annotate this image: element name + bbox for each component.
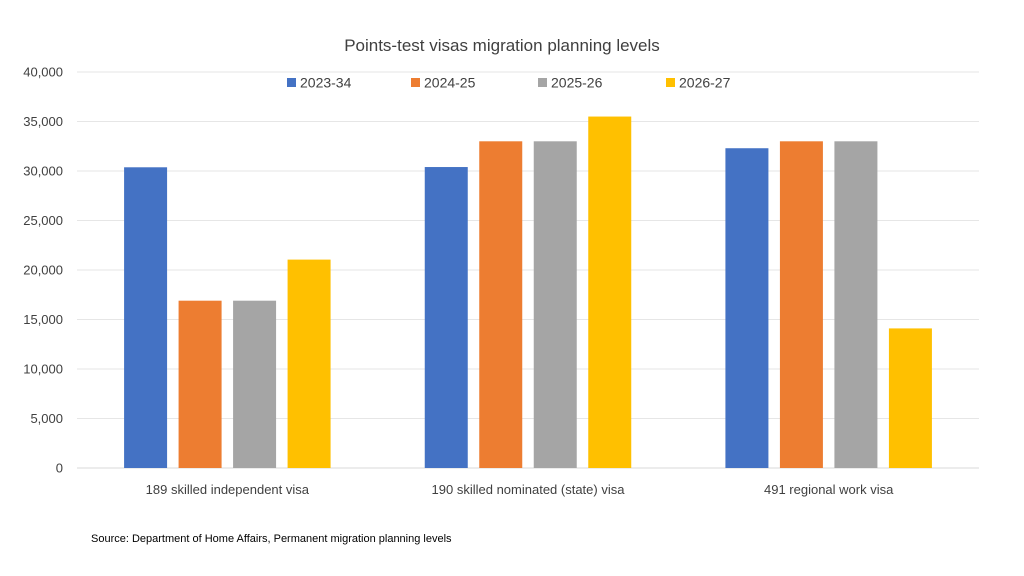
source-note: Source: Department of Home Affairs, Perm… [91,533,452,545]
bar [834,141,878,469]
x-tick-label: 190 skilled nominated (state) visa [432,482,626,497]
bar [178,300,222,468]
bar [779,141,823,469]
x-tick-label: 491 regional work visa [764,482,894,497]
chart-title: Points-test visas migration planning lev… [344,36,660,55]
legend-swatch [411,78,420,87]
y-tick-label: 0 [56,461,63,476]
legend: 2023-34 2024-25 2025-26 2026-27 [287,75,731,91]
gridlines [77,71,979,469]
y-tick-label: 35,000 [23,114,63,129]
y-tick-label: 15,000 [23,312,63,327]
y-tick-label: 30,000 [23,164,63,179]
legend-swatch [538,78,547,87]
bar [588,116,632,469]
bar [424,167,468,469]
bars [124,116,932,469]
y-axis: 0 5,000 10,000 15,000 20,000 25,000 30,000 35,0… [23,65,63,476]
x-tick-label: 189 skilled independent visa [146,482,310,497]
y-tick-label: 40,000 [23,65,63,80]
bar [725,148,769,469]
y-tick-label: 20,000 [23,263,63,278]
bar [533,141,577,469]
legend-label: 2025-26 [551,75,603,91]
bar [233,300,277,468]
bar [888,328,932,468]
legend-swatch [287,78,296,87]
legend-label: 2023-34 [300,75,352,91]
bar [287,259,331,468]
bar [124,167,168,468]
y-tick-label: 10,000 [23,362,63,377]
legend-swatch [666,78,675,87]
bar [479,141,523,469]
x-axis: 189 skilled independent visa 190 skilled … [146,482,894,497]
y-tick-label: 5,000 [30,411,63,426]
y-tick-label: 25,000 [23,213,63,228]
legend-label: 2024-25 [424,75,476,91]
legend-label: 2026-27 [679,75,731,91]
